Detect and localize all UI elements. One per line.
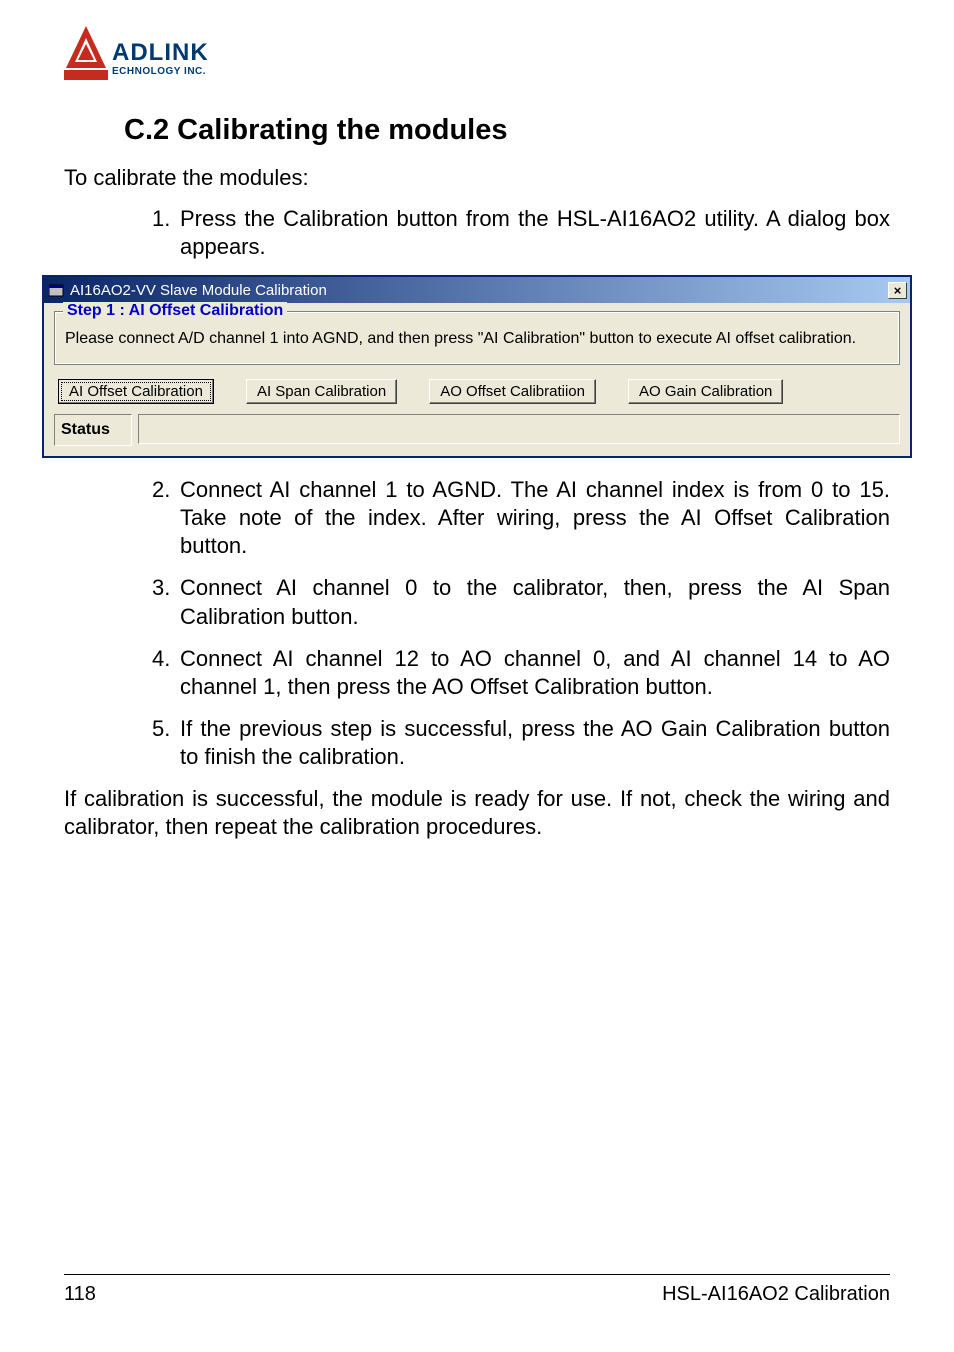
step-text: Connect AI channel 12 to AO channel 0, a… (180, 646, 890, 699)
status-label: Status (54, 414, 132, 446)
dialog-titlebar[interactable]: AI16AO2-VV Slave Module Calibration × (44, 277, 910, 303)
intro-text: To calibrate the modules: (64, 165, 890, 191)
step-item: 2.Connect AI channel 1 to AGND. The AI c… (152, 476, 890, 560)
groupbox-instruction: Please connect A/D channel 1 into AGND, … (65, 328, 889, 350)
step-text: Connect AI channel 1 to AGND. The AI cha… (180, 477, 890, 558)
step-text: Press the Calibration button from the HS… (180, 206, 890, 259)
closing-paragraph: If calibration is successful, the module… (64, 785, 890, 841)
step-item: 3.Connect AI channel 0 to the calibrator… (152, 574, 890, 630)
page-footer: 118 HSL-AI16AO2 Calibration (64, 1274, 890, 1306)
status-field (138, 414, 900, 444)
app-icon (49, 283, 65, 297)
logo-text-top: ADLINK (112, 39, 209, 66)
ai-offset-calibration-button[interactable]: AI Offset Calibration (58, 379, 214, 404)
step-item: 1.Press the Calibration button from the … (152, 205, 890, 261)
step-text: If the previous step is successful, pres… (180, 716, 890, 769)
calibration-dialog: AI16AO2-VV Slave Module Calibration × St… (42, 275, 912, 458)
step-item: 5.If the previous step is successful, pr… (152, 715, 890, 771)
close-button[interactable]: × (888, 282, 907, 299)
groupbox-legend: Step 1 : AI Offset Calibration (63, 302, 287, 320)
logo-text-sub: ECHNOLOGY INC. (112, 66, 206, 77)
dialog-title: AI16AO2-VV Slave Module Calibration (70, 282, 888, 299)
step1-groupbox: Step 1 : AI Offset Calibration Please co… (54, 311, 900, 365)
ao-offset-calibration-button[interactable]: AO Offset Calibratiion (429, 379, 596, 404)
ai-span-calibration-button[interactable]: AI Span Calibration (246, 379, 397, 404)
footer-doc-title: HSL-AI16AO2 Calibration (662, 1283, 890, 1306)
brand-logo: ADLINK ECHNOLOGY INC. (64, 24, 890, 86)
page-number: 118 (64, 1283, 96, 1306)
step-item: 4.Connect AI channel 12 to AO channel 0,… (152, 645, 890, 701)
section-heading: C.2 Calibrating the modules (124, 114, 890, 147)
ao-gain-calibration-button[interactable]: AO Gain Calibration (628, 379, 783, 404)
step-text: Connect AI channel 0 to the calibrator, … (180, 575, 890, 628)
